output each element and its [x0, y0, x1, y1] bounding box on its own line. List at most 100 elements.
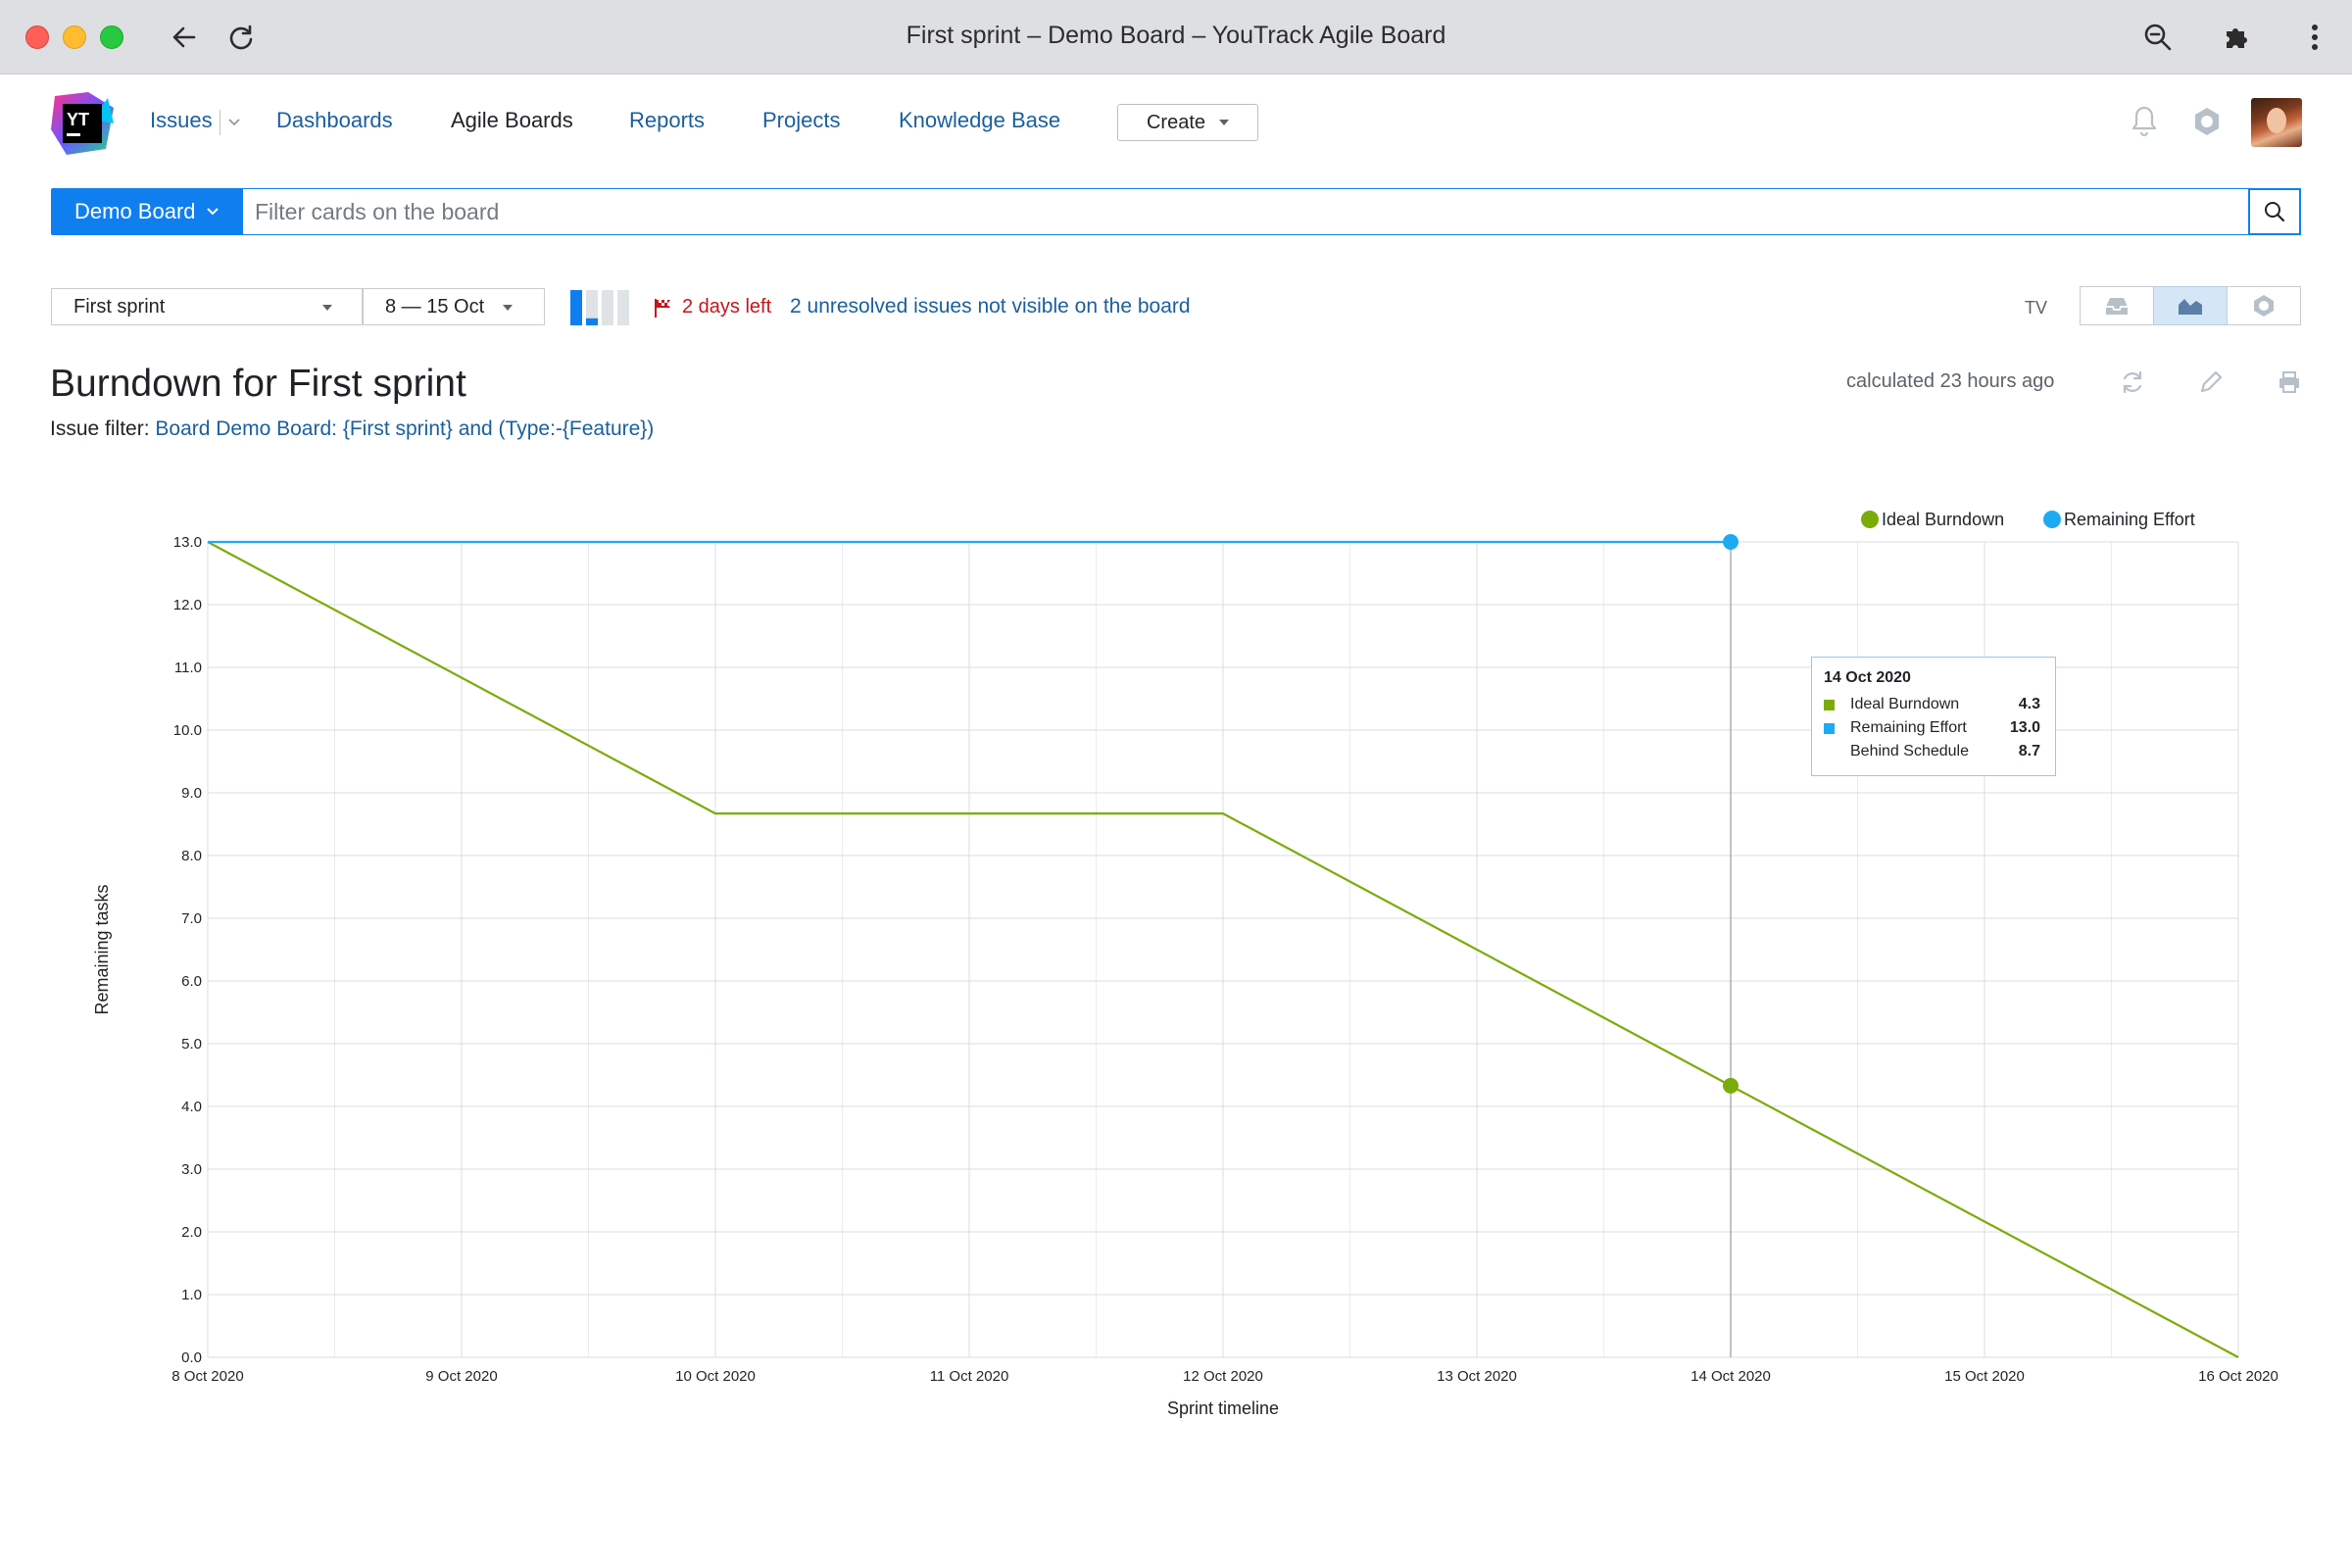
x-tick-label: 11 Oct 2020 — [930, 1368, 1009, 1385]
ideal-burndown-marker — [1723, 1077, 1739, 1094]
y-tick-label: 12.0 — [173, 597, 202, 613]
nav-agile-boards[interactable]: Agile Boards — [451, 108, 573, 132]
sprint-dates-select[interactable]: 8 — 15 Oct — [363, 288, 545, 325]
board-selector-button[interactable]: Demo Board — [51, 188, 243, 235]
y-tick-label: 11.0 — [174, 660, 202, 676]
burndown-chart: 0.0 1.0 2.0 3.0 4.0 5.0 6.0 7.0 8.0 9.0 10.0 11.0 12… — [92, 510, 2278, 1418]
x-tick-label: 13 Oct 2020 — [1437, 1368, 1517, 1385]
y-tick-label: 7.0 — [181, 910, 202, 927]
issue-filter-label: Issue filter: — [50, 417, 150, 440]
y-tick-label: 3.0 — [181, 1161, 202, 1178]
report-title: Burndown for First sprint — [50, 363, 466, 405]
y-tick-label: 1.0 — [181, 1287, 202, 1303]
tooltip-row: Behind Schedule 8.7 — [1824, 740, 2043, 763]
browser-menu-button[interactable] — [2293, 16, 2336, 59]
tooltip-swatch-empty — [1824, 747, 1835, 758]
y-tick-label: 8.0 — [181, 848, 202, 864]
extensions-button[interactable] — [2215, 16, 2258, 59]
logo-text: YT — [67, 110, 89, 129]
remaining-effort-marker — [1723, 534, 1739, 550]
reload-icon — [229, 24, 253, 50]
tooltip-row-name: Ideal Burndown — [1850, 696, 1960, 712]
zoom-button[interactable] — [2136, 16, 2180, 59]
tooltip-row: Remaining Effort 13.0 — [1824, 716, 2043, 740]
remaining-effort-swatch — [1824, 722, 1835, 734]
legend-marker — [2043, 511, 2061, 528]
days-left-badge: 2 days left — [653, 296, 771, 318]
reload-button[interactable] — [220, 16, 263, 59]
chart-tooltip: 14 Oct 2020 Ideal Burndown 4.3 Remaining… — [1811, 657, 2056, 776]
area-chart-icon — [2179, 299, 2202, 315]
nav-dashboards[interactable]: Dashboards — [276, 108, 393, 132]
settings-button[interactable] — [2187, 102, 2227, 141]
progress-fill — [586, 318, 598, 325]
x-tick-label: 15 Oct 2020 — [1944, 1368, 2025, 1385]
sprint-select[interactable]: First sprint — [51, 288, 363, 325]
search-placeholder: Filter cards on the board — [255, 198, 500, 224]
board-selector-label: Demo Board — [74, 199, 196, 223]
x-tick-label: 14 Oct 2020 — [1690, 1368, 1771, 1385]
unresolved-issues-link[interactable]: 2 unresolved issues not visible on the b… — [790, 295, 1191, 318]
tooltip-row-value: 8.7 — [2018, 743, 2040, 760]
sprint-select-value: First sprint — [74, 295, 166, 318]
issue-filter-link[interactable]: Board Demo Board: {First sprint} and (Ty… — [155, 417, 655, 440]
report-view-button[interactable] — [2153, 286, 2228, 325]
y-tick-label: 0.0 — [181, 1349, 202, 1366]
notifications-button[interactable] — [2125, 102, 2164, 141]
board-settings-button[interactable] — [2227, 286, 2301, 325]
nav-projects[interactable]: Projects — [762, 108, 841, 132]
sprint-dates-value: 8 — 15 Oct — [385, 295, 485, 318]
back-arrow-icon — [172, 26, 196, 48]
create-button[interactable]: Create — [1117, 104, 1258, 141]
x-axis-label: Sprint timeline — [1167, 1398, 1279, 1418]
y-tick-label: 13.0 — [173, 534, 202, 551]
nav-reports[interactable]: Reports — [629, 108, 706, 132]
calculated-time: calculated 23 hours ago — [1846, 370, 2055, 392]
user-avatar[interactable] — [2251, 98, 2302, 147]
sprint-progress-indicator — [570, 290, 629, 325]
x-tick-label: 12 Oct 2020 — [1183, 1368, 1263, 1385]
issues-menu-toggle[interactable] — [227, 114, 241, 131]
tooltip-row-name: Behind Schedule — [1850, 743, 1969, 760]
refresh-icon — [2123, 370, 2142, 394]
back-button[interactable] — [163, 16, 206, 59]
print-report-button[interactable] — [2272, 365, 2307, 400]
nav-issues[interactable]: Issues — [150, 108, 213, 132]
board-view-button[interactable] — [2080, 286, 2154, 325]
gear-icon — [2195, 108, 2219, 135]
tooltip-row: Ideal Burndown 4.3 — [1824, 693, 2043, 716]
x-tick-label: 9 Oct 2020 — [425, 1368, 497, 1385]
x-tick-label: 16 Oct 2020 — [2198, 1368, 2278, 1385]
flag-icon — [655, 298, 670, 318]
puzzle-icon — [2227, 28, 2247, 48]
tooltip-date: 14 Oct 2020 — [1824, 669, 1911, 686]
pencil-icon — [2200, 370, 2223, 393]
legend-marker — [1861, 511, 1879, 528]
y-axis-label: Remaining tasks — [92, 884, 112, 1014]
youtrack-logo[interactable]: YT — [49, 90, 116, 157]
window-title: First sprint – Demo Board – YouTrack Agi… — [906, 22, 1446, 49]
maximize-window-button[interactable] — [100, 25, 123, 49]
y-tick-label: 6.0 — [181, 973, 202, 990]
nav-knowledge-base[interactable]: Knowledge Base — [899, 108, 1061, 132]
ideal-burndown-line — [207, 541, 2239, 1358]
y-tick-label: 4.0 — [181, 1099, 202, 1115]
edit-report-button[interactable] — [2193, 365, 2229, 400]
browser-titlebar: First sprint – Demo Board – YouTrack Agi… — [0, 0, 2352, 74]
more-vertical-icon — [2312, 24, 2318, 50]
search-input[interactable]: Filter cards on the board — [243, 188, 2249, 235]
y-tick-label: 9.0 — [181, 785, 202, 802]
search-icon — [2265, 202, 2285, 222]
minimize-window-button[interactable] — [63, 25, 86, 49]
close-window-button[interactable] — [25, 25, 49, 49]
chevron-down-icon — [228, 119, 240, 126]
zoom-out-icon — [2144, 24, 2172, 51]
tv-mode-button[interactable]: TV — [2025, 298, 2048, 318]
legend-label: Remaining Effort — [2064, 510, 2195, 529]
issue-filter: Issue filter: Board Demo Board: {First s… — [50, 417, 654, 441]
y-tick-label: 10.0 — [173, 722, 202, 739]
recalculate-button[interactable] — [2115, 365, 2150, 400]
x-tick-label: 8 Oct 2020 — [172, 1368, 243, 1385]
search-button[interactable] — [2248, 188, 2301, 235]
create-label: Create — [1146, 111, 1206, 133]
